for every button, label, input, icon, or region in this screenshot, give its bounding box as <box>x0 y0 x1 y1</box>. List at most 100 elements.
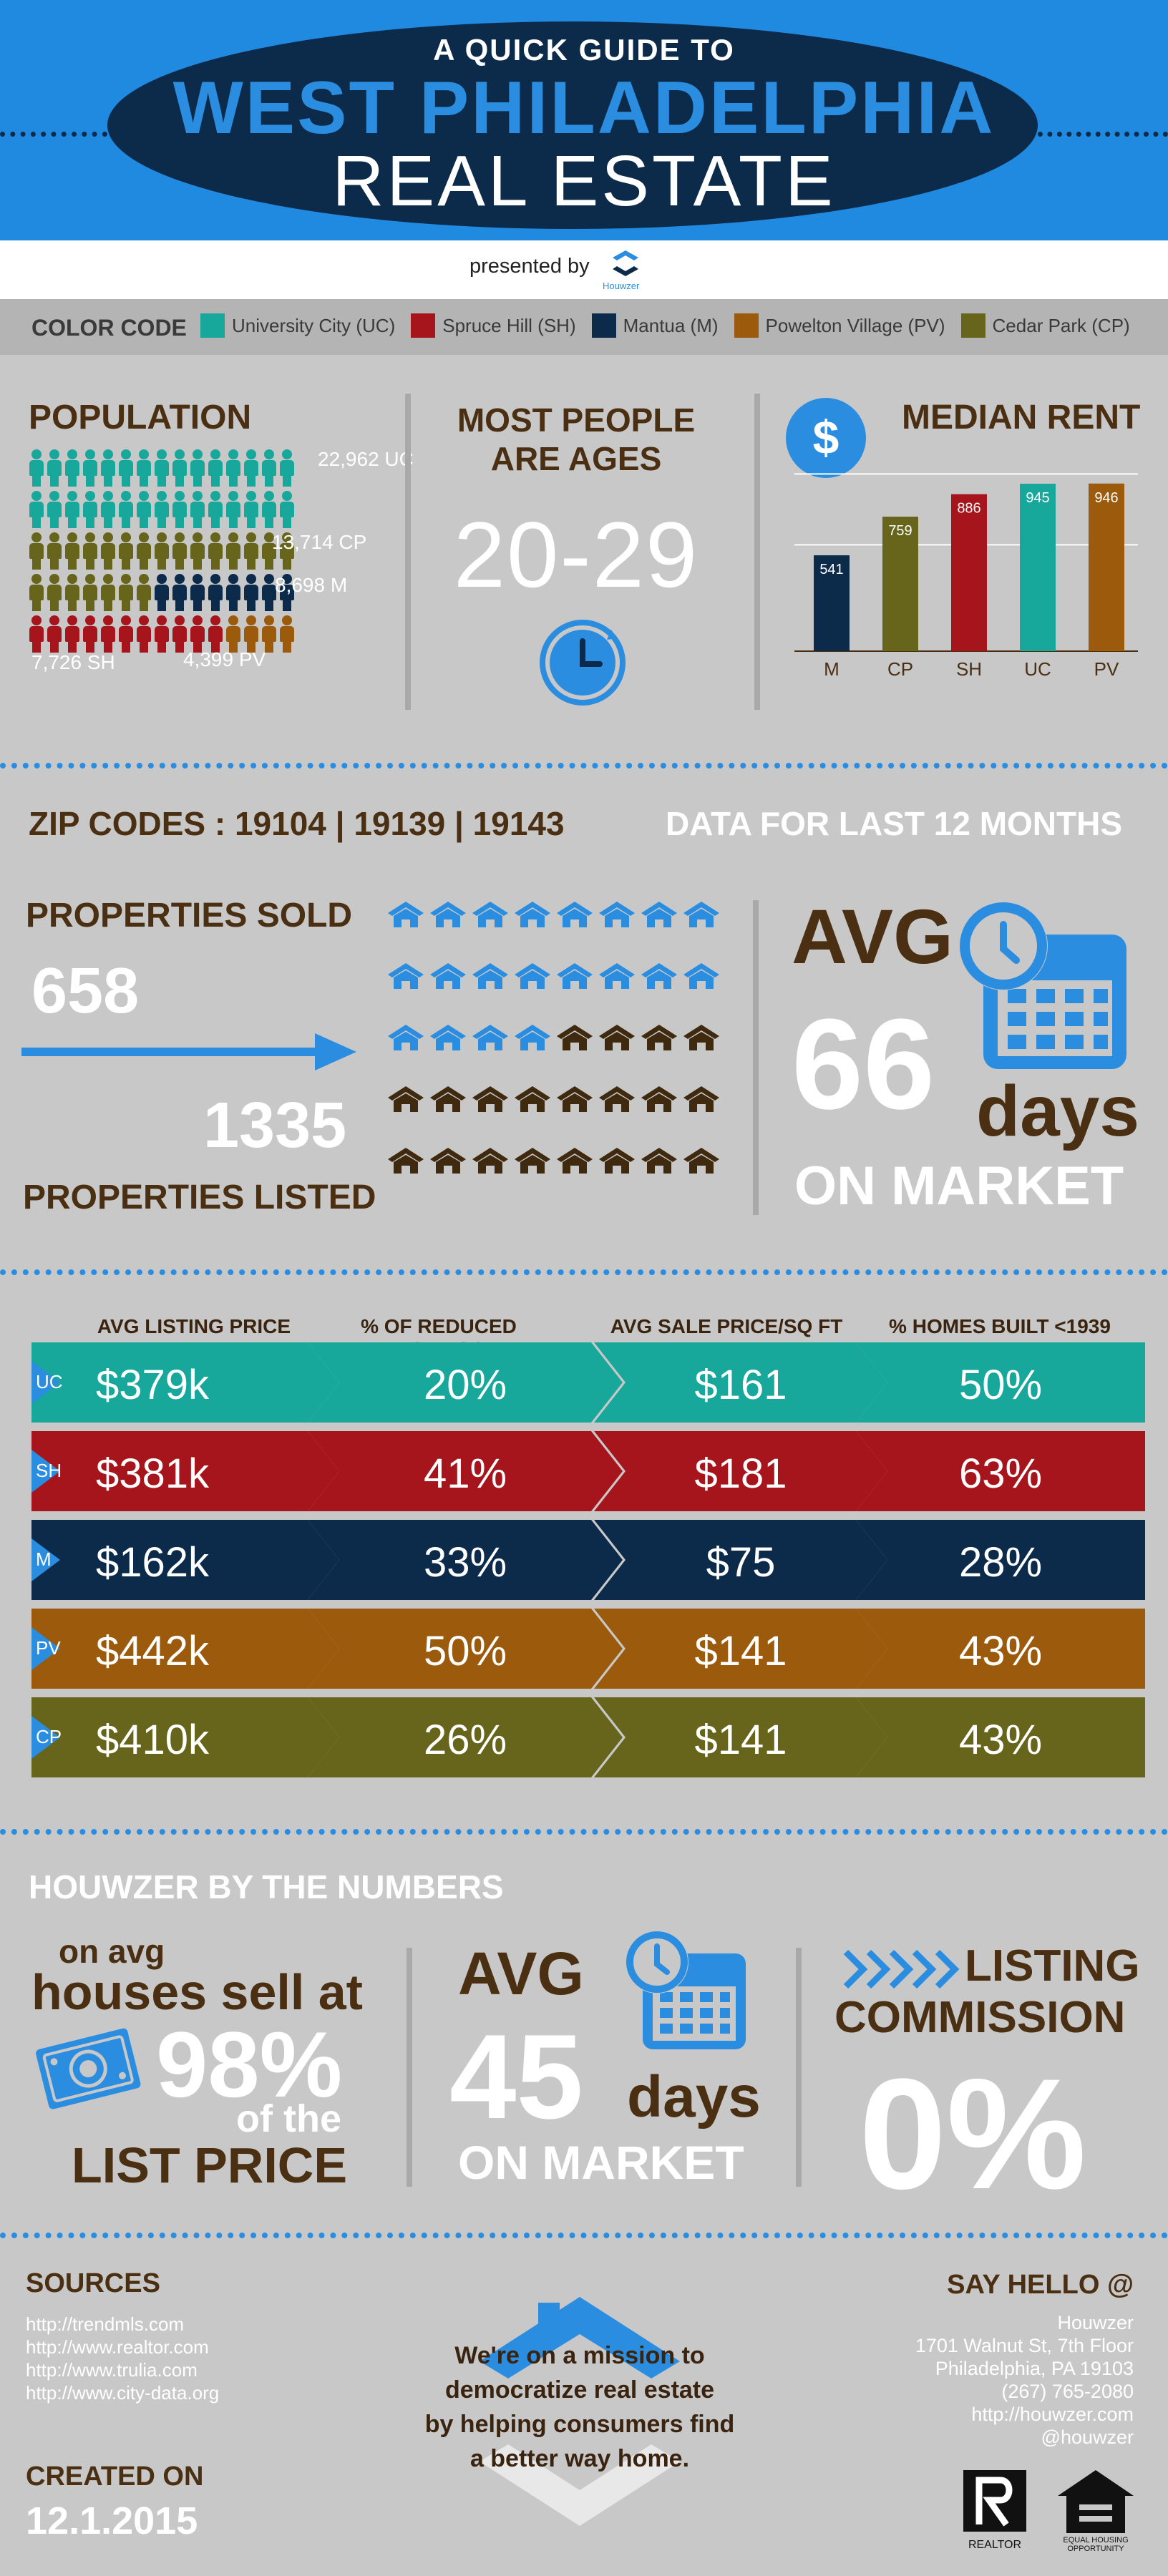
house-icon <box>641 1086 677 1112</box>
bar-category-label: SH <box>956 658 982 680</box>
legend-pv: Powelton Village (PV) <box>734 313 945 338</box>
legend-uc: University City (UC) <box>200 313 395 338</box>
table-value: 43% <box>958 1717 1043 1763</box>
house-icon <box>683 1025 719 1050</box>
header-banner: A QUICK GUIDE TO WEST PHILADELPHIA REAL … <box>0 0 1168 240</box>
person-icon <box>118 532 133 570</box>
person-icon <box>29 615 44 653</box>
created-label: CREATED ON <box>26 2462 204 2492</box>
person-icon <box>47 615 62 653</box>
bar-value-label: 945 <box>1026 490 1049 506</box>
color-code-label: COLOR CODE <box>31 315 187 341</box>
table-cell <box>856 1697 1145 1777</box>
bar-category-label: M <box>824 658 840 680</box>
table-row-label: CP <box>36 1726 62 1747</box>
table-value: $141 <box>694 1717 787 1763</box>
table-value: 63% <box>958 1450 1043 1497</box>
house-icon <box>557 1025 593 1050</box>
swatch-cp <box>960 313 986 338</box>
sources-list: http://trendmls.com http://www.realtor.c… <box>26 2313 219 2404</box>
person-icon <box>261 574 276 611</box>
table-cell <box>856 1431 1145 1511</box>
ages-title: MOST PEOPLE ARE AGES <box>415 401 737 478</box>
source-link[interactable]: http://trendmls.com <box>26 2313 185 2335</box>
table-value: $141 <box>694 1628 787 1674</box>
avg-days-value: 66 <box>792 992 935 1136</box>
house-icon <box>683 1086 719 1112</box>
legend-label: Mantua (M) <box>623 314 719 336</box>
houwzer-days-value: 45 <box>449 2009 583 2144</box>
person-icon <box>261 449 276 487</box>
table-value: $379k <box>96 1362 210 1408</box>
table-value: 43% <box>958 1628 1043 1674</box>
person-icon <box>225 532 240 570</box>
person-icon <box>172 449 187 487</box>
listing-label: LISTING <box>965 1941 1140 1991</box>
house-icon <box>599 1086 635 1112</box>
commission-value: 0% <box>859 2046 1086 2222</box>
rent-bar <box>882 517 918 651</box>
table-value: $381k <box>96 1450 210 1497</box>
swatch-uc <box>200 313 225 338</box>
house-icon <box>557 902 593 927</box>
house-icon <box>388 1025 424 1050</box>
table-header: AVG LISTING PRICE <box>97 1315 291 1337</box>
table-header: AVG SALE PRICE/SQ FT <box>610 1315 843 1337</box>
table-cell <box>594 1431 887 1511</box>
created-date: 12.1.2015 <box>26 2499 198 2542</box>
equal-housing-line: EQUAL HOUSING <box>1063 2536 1129 2545</box>
header-title: WEST PHILADELPHIA <box>172 67 996 150</box>
house-icon <box>557 1148 593 1174</box>
bar-value-label: 541 <box>819 562 843 577</box>
contact-line[interactable]: @houwzer <box>1041 2426 1134 2448</box>
person-icon <box>172 532 187 570</box>
divider <box>405 394 411 710</box>
person-icon <box>225 574 240 611</box>
person-icon <box>64 491 79 528</box>
say-hello-title: SAY HELLO @ <box>947 2270 1134 2300</box>
source-link[interactable]: http://www.trulia.com <box>26 2359 198 2381</box>
contact-line: Houwzer <box>1057 2312 1134 2333</box>
houwzer-avg-label: AVG <box>458 1940 584 2007</box>
house-icon <box>599 963 635 989</box>
bar-value-label: 946 <box>1094 490 1118 506</box>
person-icon <box>208 491 223 528</box>
population-m: 8,698 M <box>275 574 348 596</box>
person-icon <box>261 532 276 570</box>
person-icon <box>261 615 276 653</box>
table-value: $442k <box>96 1628 210 1674</box>
person-icon <box>225 449 240 487</box>
house-icon <box>388 963 424 989</box>
person-icon <box>82 491 97 528</box>
house-icon <box>599 902 635 927</box>
house-icon <box>515 1086 550 1112</box>
house-icon <box>430 963 466 989</box>
source-link[interactable]: http://www.city-data.org <box>26 2382 220 2404</box>
person-icon <box>100 532 115 570</box>
table-value: $181 <box>694 1450 787 1497</box>
rent-bar <box>951 494 987 651</box>
color-code-legend: University City (UC) Spruce Hill (SH) Ma… <box>200 313 1130 338</box>
properties-sold-value: 658 <box>31 955 140 1027</box>
person-icon <box>154 491 169 528</box>
table-value: 28% <box>958 1539 1043 1586</box>
person-icon <box>190 491 205 528</box>
house-icon <box>599 1025 635 1050</box>
population-uc: 22,962 UC <box>318 448 414 470</box>
header-dots-left <box>0 132 107 137</box>
contact-link[interactable]: http://houwzer.com <box>971 2404 1134 2425</box>
source-link[interactable]: http://www.realtor.com <box>26 2336 209 2358</box>
population-cp: 13,714 CP <box>272 531 367 553</box>
person-icon <box>82 574 97 611</box>
table-cell <box>31 1342 339 1423</box>
contact-line[interactable]: (267) 765-2080 <box>1001 2381 1134 2402</box>
house-icon <box>557 963 593 989</box>
house-icon <box>599 1148 635 1174</box>
person-icon <box>154 449 169 487</box>
contact-line: 1701 Walnut St, 7th Floor <box>915 2335 1134 2356</box>
population-title: POPULATION <box>29 399 252 436</box>
house-icon <box>515 1025 550 1050</box>
bar-category-label: UC <box>1024 658 1051 680</box>
swatch-pv <box>734 313 759 338</box>
person-icon <box>172 491 187 528</box>
